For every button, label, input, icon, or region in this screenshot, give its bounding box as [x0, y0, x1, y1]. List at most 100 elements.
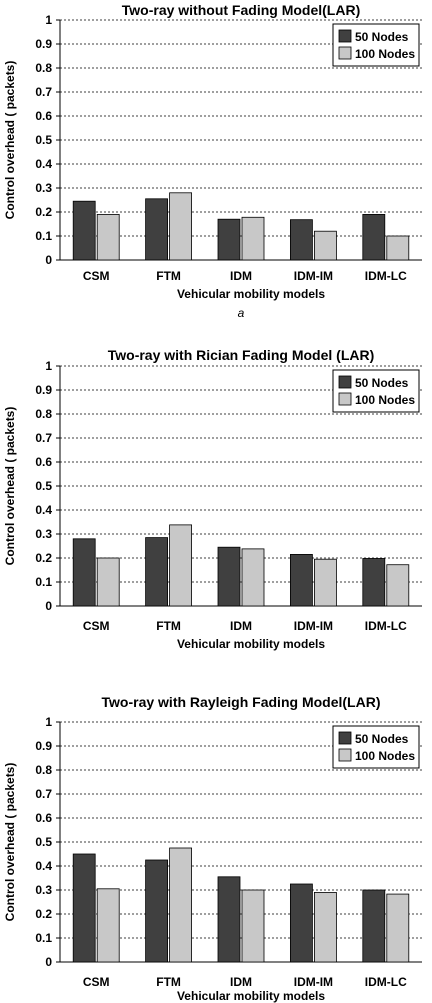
- legend-label: 100 Nodes: [355, 393, 415, 407]
- y-tick-label: 0.5: [35, 479, 52, 493]
- x-axis-label: Vehicular mobility models: [177, 637, 325, 651]
- y-tick-label: 0.6: [35, 109, 52, 123]
- bar-series2-idm: [241, 216, 265, 261]
- y-tick-label: 0.7: [35, 787, 52, 801]
- bar-series2-idm: [241, 889, 265, 963]
- x-axis-label: Vehicular mobility models: [177, 989, 325, 1003]
- legend-swatch: [338, 748, 352, 762]
- y-tick-label: 0.3: [35, 181, 52, 195]
- y-tick-label: 0.6: [35, 455, 52, 469]
- bar-series2-csm: [96, 888, 120, 963]
- bar-series1-ftm: [145, 198, 169, 261]
- chart-title: Two-ray with Rayleigh Fading Model(LAR): [102, 694, 381, 710]
- x-tick-label: IDM: [230, 619, 252, 633]
- y-tick-label: 0: [45, 955, 52, 969]
- x-tick-label: IDM: [230, 269, 252, 283]
- bar-series2-idm-lc: [386, 564, 410, 607]
- bar-series1-csm: [72, 853, 96, 963]
- bar-series1-idm-im: [289, 554, 313, 607]
- bar-series2-idm: [241, 548, 265, 607]
- y-axis-label: Control overhead ( packets): [3, 407, 17, 566]
- bar-series2-csm: [96, 557, 120, 607]
- bar-series2-ftm: [169, 847, 193, 963]
- legend-swatch: [338, 731, 352, 745]
- y-tick-label: 1: [45, 13, 52, 27]
- bar-series2-idm-lc: [386, 893, 410, 963]
- bar-series2-idm-im: [313, 558, 337, 607]
- y-tick-label: 0.9: [35, 739, 52, 753]
- legend: 50 Nodes 100 Nodes: [332, 725, 420, 769]
- y-axis-label: Control overhead ( packets): [3, 763, 17, 922]
- x-tick-label: FTM: [156, 619, 181, 633]
- y-tick-label: 0.4: [35, 503, 52, 517]
- y-tick-label: 0.2: [35, 551, 52, 565]
- y-tick-label: 0.5: [35, 835, 52, 849]
- bar-series1-idm-lc: [362, 889, 386, 963]
- legend-label: 50 Nodes: [355, 376, 409, 390]
- y-axis-label: Control overhead ( packets): [3, 61, 17, 220]
- y-tick-label: 0.3: [35, 883, 52, 897]
- bar-series1-ftm: [145, 537, 169, 607]
- chart-panel-2: Two-ray with Rician Fading Model (LAR) 0 0…: [3, 347, 422, 651]
- panel-caption: a: [238, 306, 245, 320]
- x-tick-label: CSM: [83, 269, 110, 283]
- chart-panel-1: Two-ray without Fading Model(LAR) 0 0.1 0.2…: [3, 2, 422, 320]
- y-tick-label: 0.7: [35, 85, 52, 99]
- x-tick-label: FTM: [156, 975, 181, 989]
- y-tick-label: 0.3: [35, 527, 52, 541]
- x-tick-label: CSM: [83, 975, 110, 989]
- bar-series1-idm-im: [289, 219, 313, 261]
- y-tick-label: 0.9: [35, 383, 52, 397]
- x-tick-label: IDM-IM: [294, 269, 333, 283]
- bar-series2-csm: [96, 213, 120, 261]
- bar-series1-idm-lc: [362, 558, 386, 607]
- bar-series2-idm-im: [313, 892, 337, 963]
- y-tick-label: 0.4: [35, 859, 52, 873]
- y-tick-label: 1: [45, 715, 52, 729]
- legend-label: 100 Nodes: [355, 749, 415, 763]
- chart-title: Two-ray without Fading Model(LAR): [122, 2, 361, 18]
- x-tick-label: IDM: [230, 975, 252, 989]
- y-tick-label: 0.9: [35, 37, 52, 51]
- y-tick-label: 0: [45, 599, 52, 613]
- bar-series1-csm: [72, 538, 96, 607]
- x-tick-label: IDM-IM: [294, 975, 333, 989]
- y-tick-label: 0.1: [35, 575, 52, 589]
- bar-series1-idm: [217, 876, 241, 963]
- bar-series1-ftm: [145, 859, 169, 963]
- y-tick-label: 0.8: [35, 763, 52, 777]
- x-tick-label: IDM-LC: [365, 619, 407, 633]
- bar-series1-idm: [217, 546, 241, 607]
- legend-swatch: [338, 375, 352, 389]
- y-tick-label: 0.7: [35, 431, 52, 445]
- bar-series2-ftm: [169, 192, 193, 261]
- bar-series1-idm-lc: [362, 213, 386, 261]
- legend: 50 Nodes 100 Nodes: [332, 369, 420, 413]
- chart-panel-3: Two-ray with Rayleigh Fading Model(LAR) 0…: [3, 694, 422, 1003]
- x-tick-label: IDM-LC: [365, 975, 407, 989]
- y-tick-label: 1: [45, 359, 52, 373]
- y-tick-label: 0.8: [35, 407, 52, 421]
- chart-title: Two-ray with Rician Fading Model (LAR): [108, 347, 375, 363]
- legend-swatch: [338, 392, 352, 406]
- x-tick-label: FTM: [156, 269, 181, 283]
- bar-series1-idm-im: [289, 883, 313, 963]
- x-tick-label: IDM-LC: [365, 269, 407, 283]
- x-axis-label: Vehicular mobility models: [177, 287, 325, 301]
- legend-swatch: [338, 46, 352, 60]
- y-tick-label: 0.6: [35, 811, 52, 825]
- bar-series2-idm-lc: [386, 235, 410, 261]
- bar-series2-ftm: [169, 524, 193, 607]
- bar-series2-idm-im: [313, 230, 337, 261]
- legend-label: 50 Nodes: [355, 732, 409, 746]
- y-tick-label: 0: [45, 253, 52, 267]
- legend: 50 Nodes 100 Nodes: [332, 23, 420, 67]
- y-tick-label: 0.1: [35, 229, 52, 243]
- y-tick-label: 0.4: [35, 157, 52, 171]
- y-tick-label: 0.8: [35, 61, 52, 75]
- y-tick-label: 0.2: [35, 205, 52, 219]
- x-tick-label: IDM-IM: [294, 619, 333, 633]
- bar-series1-idm: [217, 218, 241, 261]
- y-tick-label: 0.1: [35, 931, 52, 945]
